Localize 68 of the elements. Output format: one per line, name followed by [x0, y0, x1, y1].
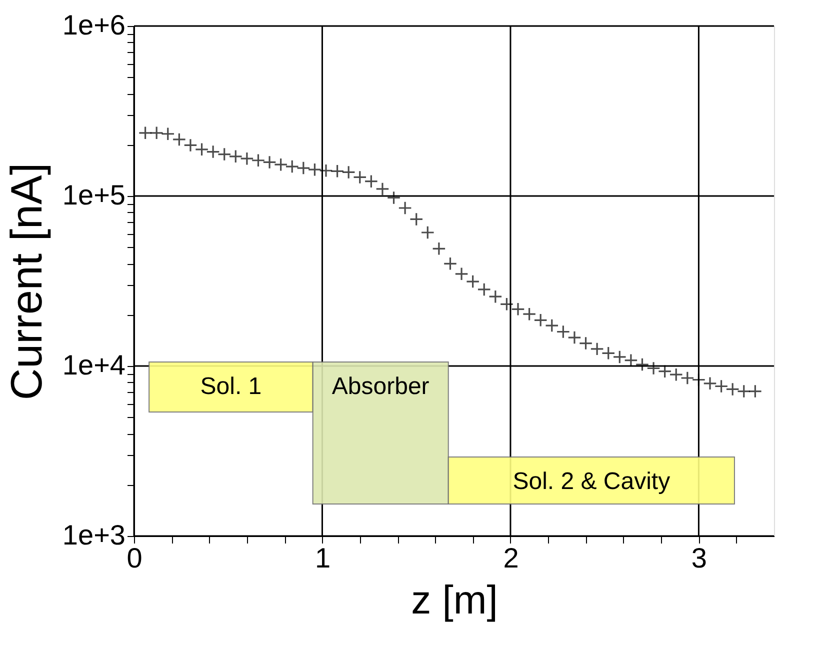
x-tick-label: 2 — [503, 542, 519, 574]
point — [578, 336, 593, 350]
point — [443, 256, 458, 271]
x-tick-label: 0 — [126, 542, 142, 574]
point — [172, 132, 186, 146]
point — [454, 267, 468, 281]
point — [150, 126, 164, 140]
y-tick-label: 1e+3 — [62, 520, 126, 550]
point — [568, 330, 582, 344]
point — [488, 290, 502, 304]
point — [262, 155, 276, 170]
point — [646, 361, 660, 376]
point — [138, 126, 152, 140]
y-tick-label: 1e+5 — [62, 180, 126, 210]
point — [184, 138, 198, 152]
band-label: Sol. 2 & Cavity — [512, 468, 670, 495]
point — [556, 324, 570, 339]
x-tick-label: 1 — [314, 542, 331, 574]
point — [522, 307, 536, 322]
point — [160, 126, 175, 141]
point — [206, 144, 220, 159]
point — [544, 318, 559, 332]
point — [601, 346, 616, 360]
point — [432, 242, 446, 256]
point — [612, 350, 627, 364]
point — [714, 379, 728, 394]
point — [228, 149, 243, 164]
point — [342, 165, 356, 180]
y-tick-label: 1e+6 — [62, 10, 126, 40]
point — [511, 302, 525, 316]
point — [330, 164, 344, 178]
point — [217, 147, 232, 162]
point — [635, 358, 650, 372]
point — [748, 384, 762, 398]
point — [590, 342, 604, 356]
point — [240, 152, 254, 166]
point — [386, 190, 401, 205]
point — [658, 364, 672, 378]
x-axis-title: z [m] — [411, 578, 498, 622]
point — [703, 376, 717, 390]
y-tick-label: 1e+4 — [62, 350, 126, 380]
point — [669, 368, 684, 382]
point — [736, 384, 751, 398]
band-label: Absorber — [332, 373, 430, 400]
point — [624, 353, 638, 368]
y-axis-title: Current [nA] — [2, 162, 52, 400]
point — [194, 142, 209, 156]
point — [319, 164, 333, 178]
point — [352, 170, 367, 184]
point — [251, 153, 266, 168]
point — [308, 162, 322, 177]
point — [274, 158, 288, 172]
point — [398, 201, 412, 215]
point — [376, 182, 390, 196]
point — [364, 174, 378, 188]
band-label: Sol. 1 — [200, 373, 262, 400]
point — [680, 371, 694, 385]
point — [726, 382, 740, 396]
point — [420, 226, 435, 240]
point — [285, 160, 300, 174]
point — [500, 297, 514, 312]
point — [296, 161, 310, 175]
point — [534, 313, 548, 328]
point — [692, 372, 706, 387]
point — [477, 282, 492, 296]
point — [466, 274, 480, 288]
point — [409, 212, 424, 226]
x-tick-label: 3 — [691, 542, 707, 574]
